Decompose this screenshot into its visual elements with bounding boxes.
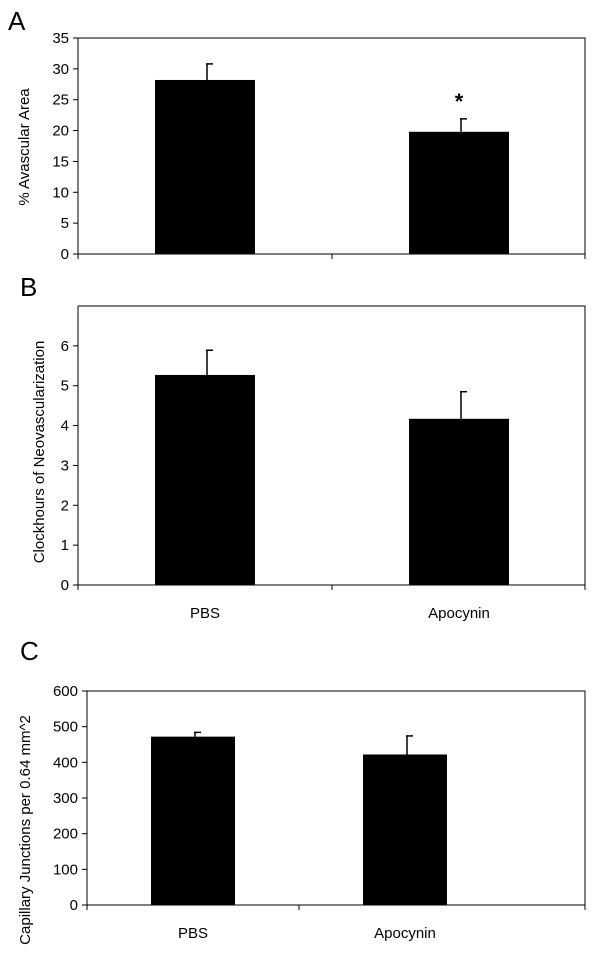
panel-a-y-tick-label: 5 xyxy=(61,215,69,232)
panel-b-category-label-apocynin: Apocynin xyxy=(428,605,490,622)
panel-a-bar-pbs xyxy=(155,79,255,254)
panel-b-y-tick-label: 5 xyxy=(61,378,69,395)
panel-c-bar-apocynin xyxy=(363,754,447,905)
panel-c-category-label-pbs: PBS xyxy=(178,925,208,942)
panel-a-plot-frame xyxy=(78,37,586,254)
panel-b-category-label-pbs: PBS xyxy=(190,605,220,622)
panel-c-label: C xyxy=(20,636,39,666)
panel-a-y-tick-label: 20 xyxy=(52,123,69,140)
panel-a-y-tick-label: 30 xyxy=(52,61,69,78)
panel-a-y-tick-label: 15 xyxy=(52,153,69,170)
panel-b-y-tick-label: 2 xyxy=(61,497,69,514)
panel-c-y-tick-label: 600 xyxy=(53,683,78,700)
panel-b-y-tick-label: 0 xyxy=(61,577,69,594)
panel-b: B Clockhours of Neovascularization 0 1 2 3 4… xyxy=(20,272,586,622)
panel-b-y-tick-label: 6 xyxy=(61,338,69,355)
panel-c-bar-pbs xyxy=(151,736,235,905)
panel-a-y-tick-label: 0 xyxy=(61,246,69,263)
panel-b-y-axis-title: Clockhours of Neovascularization xyxy=(31,341,48,564)
panel-b-plot-frame xyxy=(78,305,586,585)
panel-a: A % Avascular Area 0 5 10 15 20 25 30 35 * xyxy=(8,6,586,263)
panel-c-y-tick-label: 200 xyxy=(53,826,78,843)
panel-b-y-tick-label: 4 xyxy=(61,418,69,435)
panel-a-y-tick-label: 10 xyxy=(52,184,69,201)
panel-a-y-tick-label: 25 xyxy=(52,92,69,109)
panel-c-y-axis-title: Capillary Junctions per 0.64 mm^2 xyxy=(17,715,34,945)
panel-b-label: B xyxy=(20,272,37,302)
panel-a-bar-apocynin xyxy=(409,131,509,254)
panel-a-label: A xyxy=(8,6,26,36)
panel-b-y-tick-label: 1 xyxy=(61,537,69,554)
panel-a-y-axis-title: % Avascular Area xyxy=(16,88,33,206)
panel-b-y-tick-label: 3 xyxy=(61,457,69,474)
panel-a-y-tick-label: 35 xyxy=(52,30,69,47)
panel-c-y-tick-label: 400 xyxy=(53,754,78,771)
panel-b-bar-apocynin xyxy=(409,418,509,585)
panel-b-bar-pbs xyxy=(155,374,255,585)
panel-c-y-tick-label: 500 xyxy=(53,719,78,736)
panel-c: C Capillary Junctions per 0.64 mm^2 0 100… xyxy=(17,636,586,945)
panel-c-category-label-apocynin: Apocynin xyxy=(374,925,436,942)
panel-c-y-tick-label: 0 xyxy=(70,897,78,914)
panel-c-y-tick-label: 100 xyxy=(53,861,78,878)
panel-c-y-tick-label: 300 xyxy=(53,790,78,807)
panel-c-plot-frame xyxy=(87,690,586,905)
panel-a-significance-marker: * xyxy=(455,89,464,114)
